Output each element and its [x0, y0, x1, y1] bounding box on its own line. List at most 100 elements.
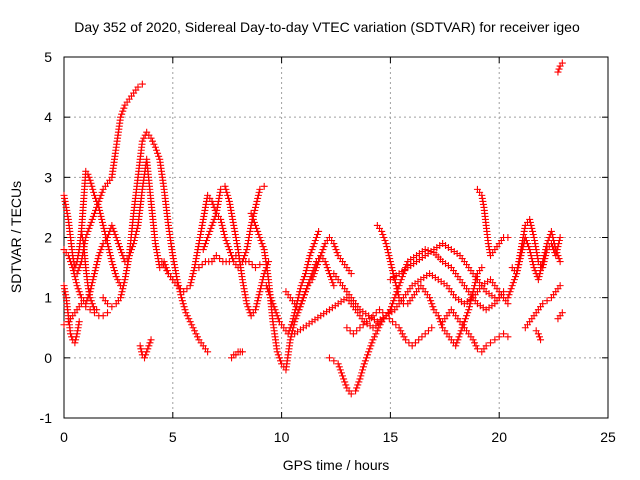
data-point: [411, 339, 419, 347]
data-point: [467, 297, 475, 305]
data-point: [204, 234, 212, 241]
data-point: [265, 288, 273, 296]
data-point: [353, 327, 361, 335]
data-point: [187, 279, 195, 287]
series-arc-27: [554, 59, 566, 76]
data-point: [145, 342, 153, 350]
series-arc-12: [195, 252, 264, 272]
data-point: [254, 191, 262, 199]
data-point: [508, 282, 516, 290]
data-point: [314, 261, 322, 269]
data-point: [542, 246, 550, 254]
data-point: [219, 224, 227, 232]
data-point: [405, 339, 413, 347]
data-point: [367, 342, 375, 350]
data-point: [302, 267, 310, 275]
data-point: [527, 221, 535, 229]
data-point: [298, 297, 306, 305]
data-point: [75, 318, 83, 326]
data-point: [266, 291, 274, 299]
x-tick-label: 5: [169, 429, 177, 445]
data-point: [72, 336, 80, 344]
data-point: [403, 261, 411, 269]
data-point: [346, 327, 354, 335]
data-point: [528, 224, 536, 232]
data-point: [361, 357, 369, 365]
y-tick-label: 0: [44, 350, 52, 366]
data-point: [392, 321, 400, 329]
data-point: [297, 282, 305, 290]
data-point: [242, 249, 250, 257]
data-point: [357, 372, 365, 380]
data-point: [98, 218, 106, 226]
data-point: [528, 255, 536, 263]
data-point: [117, 246, 125, 254]
data-point: [190, 267, 198, 275]
y-tick-labels: -1 0 1 2 3 4 5: [40, 49, 53, 426]
data-point: [513, 270, 521, 278]
data-point: [289, 315, 297, 323]
data-point: [470, 285, 478, 293]
data-point: [238, 348, 246, 356]
data-point: [521, 234, 529, 241]
data-point: [362, 354, 370, 362]
data-point: [525, 243, 533, 251]
data-point: [482, 342, 490, 350]
data-point: [555, 255, 563, 263]
data-point: [254, 297, 262, 305]
data-point: [365, 348, 373, 356]
data-point: [253, 197, 261, 205]
data-point: [160, 261, 168, 269]
data-point: [330, 282, 338, 290]
data-point: [535, 273, 543, 281]
data-point: [438, 321, 446, 329]
data-point: [537, 336, 545, 344]
y-tick-label: -1: [40, 410, 53, 426]
data-point: [465, 306, 473, 314]
data-point: [537, 267, 545, 275]
data-point: [141, 354, 149, 362]
data-point: [95, 203, 103, 211]
data-point: [307, 249, 315, 257]
data-point: [538, 261, 546, 269]
series-arc-19: [373, 221, 486, 350]
data-point: [185, 315, 193, 323]
data-point: [504, 300, 512, 308]
data-point: [558, 309, 566, 317]
data-point: [220, 230, 228, 238]
data-point: [530, 264, 538, 272]
data-point: [273, 348, 281, 356]
series-arc-15: [282, 234, 355, 314]
data-point: [94, 255, 102, 263]
data-point: [529, 230, 537, 238]
data-point: [183, 285, 191, 293]
data-point: [342, 381, 350, 389]
data-point: [83, 230, 91, 238]
data-point: [543, 240, 551, 248]
series-arc-6: [77, 167, 125, 290]
data-point: [353, 384, 361, 392]
data-point: [322, 261, 330, 269]
data-point: [252, 303, 260, 311]
data-point: [142, 351, 150, 359]
data-point: [109, 224, 117, 232]
data-point: [262, 282, 270, 290]
series-arc-7: [99, 128, 212, 356]
data-point: [504, 333, 512, 341]
data-point: [143, 348, 151, 356]
data-point: [315, 258, 323, 266]
data-point: [271, 306, 279, 314]
data-point: [87, 218, 95, 226]
data-point: [464, 309, 472, 317]
x-tick-label: 15: [383, 429, 399, 445]
data-point: [201, 240, 209, 248]
data-point: [97, 191, 105, 199]
data-point: [87, 297, 95, 305]
data-point: [182, 309, 190, 317]
data-point: [245, 258, 253, 266]
data-point: [218, 221, 226, 229]
data-point: [98, 215, 106, 223]
data-point: [120, 279, 128, 287]
data-point: [390, 297, 398, 305]
data-point: [208, 221, 216, 229]
